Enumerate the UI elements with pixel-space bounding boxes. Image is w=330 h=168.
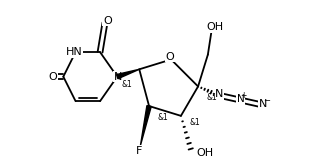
Text: F: F	[136, 146, 143, 156]
Text: N: N	[259, 99, 267, 109]
Text: O: O	[49, 72, 57, 82]
Text: O: O	[166, 52, 175, 61]
Text: O: O	[103, 16, 112, 26]
Text: N: N	[237, 94, 245, 104]
Polygon shape	[116, 69, 139, 79]
Polygon shape	[141, 106, 151, 145]
Text: HN: HN	[66, 47, 82, 57]
Text: &1: &1	[158, 113, 168, 122]
Text: OH: OH	[207, 22, 224, 32]
Text: OH: OH	[197, 148, 214, 158]
Text: N: N	[214, 89, 223, 99]
Text: &1: &1	[121, 80, 132, 89]
Text: +: +	[241, 91, 247, 100]
Text: &1: &1	[207, 93, 217, 102]
Text: N: N	[114, 72, 122, 82]
Text: −: −	[263, 96, 270, 105]
Text: &1: &1	[189, 118, 200, 127]
